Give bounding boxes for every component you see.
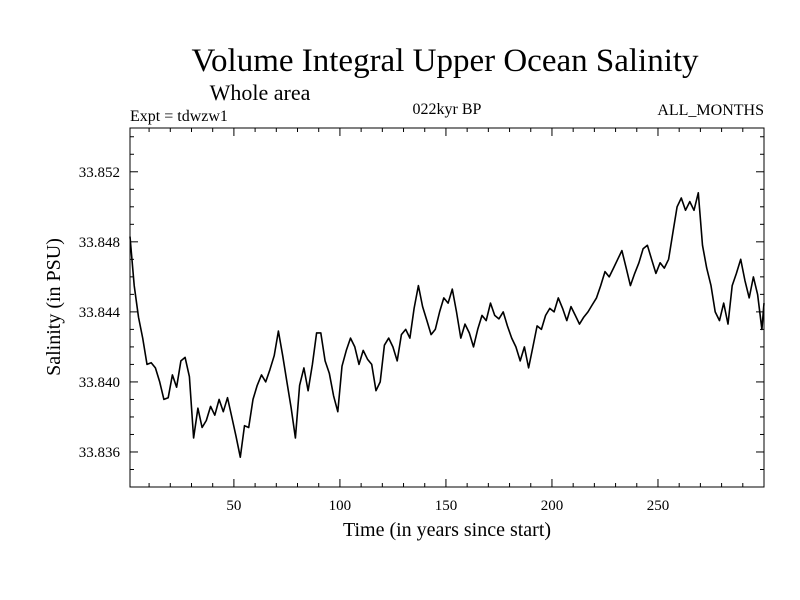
x-tick-label: 100 [329,498,352,514]
y-axis-label: Salinity (in PSU) [43,238,65,376]
plot-frame [129,127,765,488]
x-tick-label: 250 [647,498,670,514]
y-tick-label: 33.844 [79,305,121,321]
y-tick-label: 33.836 [79,445,121,461]
chart-title: Volume Integral Upper Ocean Salinity [191,43,699,79]
minor-ticks [130,128,764,487]
y-tick-label: 33.852 [79,165,120,181]
y-tick-label: 33.848 [79,235,120,251]
annotation-experiment: Expt = tdwzw1 [130,108,228,125]
annotation-period: 022kyr BP [413,101,482,118]
x-tick-label: 200 [541,498,564,514]
y-tick-label: 33.840 [79,375,120,391]
salinity-series-line [129,192,765,458]
y-axis-ticks: 33.836 33.840 33.844 33.848 33.852 [79,165,764,461]
x-tick-label: 50 [226,498,241,514]
x-axis-label: Time (in years since start) [343,519,551,541]
annotation-months: ALL_MONTHS [657,102,764,119]
x-axis-ticks: 50 100 150 200 250 [226,128,669,514]
x-tick-label: 150 [435,498,458,514]
chart-subtitle: Whole area [210,80,311,105]
